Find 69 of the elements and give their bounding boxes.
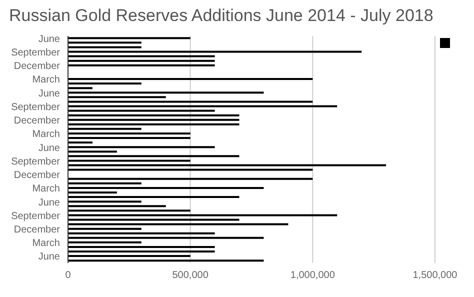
y-tick-label: December [14, 170, 61, 182]
bar [68, 92, 264, 94]
y-tick-label: June [38, 197, 60, 208]
bar [68, 137, 190, 140]
bar [68, 46, 142, 48]
bar [68, 214, 338, 216]
x-tick-label: 1,000,000 [290, 270, 336, 282]
bar [68, 182, 142, 184]
bar [68, 150, 117, 153]
y-tick-label: September [11, 102, 61, 113]
bar [68, 64, 215, 66]
y-tick-label: June [38, 252, 60, 263]
bar [68, 100, 313, 103]
y-tick-label: June [38, 88, 60, 100]
x-tick-label: 0 [65, 270, 72, 282]
bar [68, 164, 386, 166]
bar [68, 96, 166, 98]
bar [68, 78, 313, 80]
bar [68, 105, 338, 108]
bar [68, 142, 92, 144]
bar [68, 123, 240, 126]
bar [68, 186, 264, 189]
y-tick-label: September [11, 47, 61, 58]
bar [68, 191, 117, 194]
y-tick-label: December [14, 61, 61, 72]
y-tick-label: March [32, 184, 60, 195]
y-tick-label: June [38, 34, 60, 45]
y-tick-label: March [32, 238, 60, 250]
bar [68, 146, 215, 148]
bar [68, 178, 313, 180]
bar [68, 228, 142, 230]
chart-title: Russian Gold Reserves Additions June 2014 - July 2018 [9, 6, 434, 26]
bar [68, 60, 215, 62]
bar [68, 260, 264, 262]
y-tick-label: June [38, 142, 60, 154]
y-tick-label: September [11, 210, 61, 222]
bar [68, 210, 190, 212]
bar [68, 160, 190, 162]
bar [68, 55, 215, 58]
bar [68, 50, 362, 53]
bar [68, 205, 166, 208]
bar [68, 218, 240, 221]
y-tick-label: December [14, 224, 61, 236]
bar [68, 110, 215, 112]
bar [68, 246, 215, 248]
bar [68, 223, 288, 226]
bar [68, 168, 313, 171]
y-tick-label: March [32, 129, 60, 140]
bar [68, 241, 142, 244]
y-tick-label: September [11, 156, 61, 168]
bar [68, 118, 240, 121]
bar [68, 250, 215, 253]
bar [68, 128, 142, 130]
bar [68, 37, 190, 40]
bar [68, 82, 142, 85]
y-tick-label: March [32, 74, 60, 86]
bar [68, 236, 264, 239]
x-tick-label: 1,500,000 [412, 270, 458, 282]
y-tick-label: December [14, 116, 61, 127]
bar [68, 114, 240, 116]
bar [68, 132, 190, 134]
bar [68, 232, 215, 234]
bar [68, 196, 240, 198]
bar [68, 87, 92, 90]
bar [68, 200, 142, 203]
bar [68, 255, 190, 258]
bar [68, 42, 142, 44]
x-tick-label: 500,000 [172, 270, 209, 282]
bar [68, 155, 240, 158]
